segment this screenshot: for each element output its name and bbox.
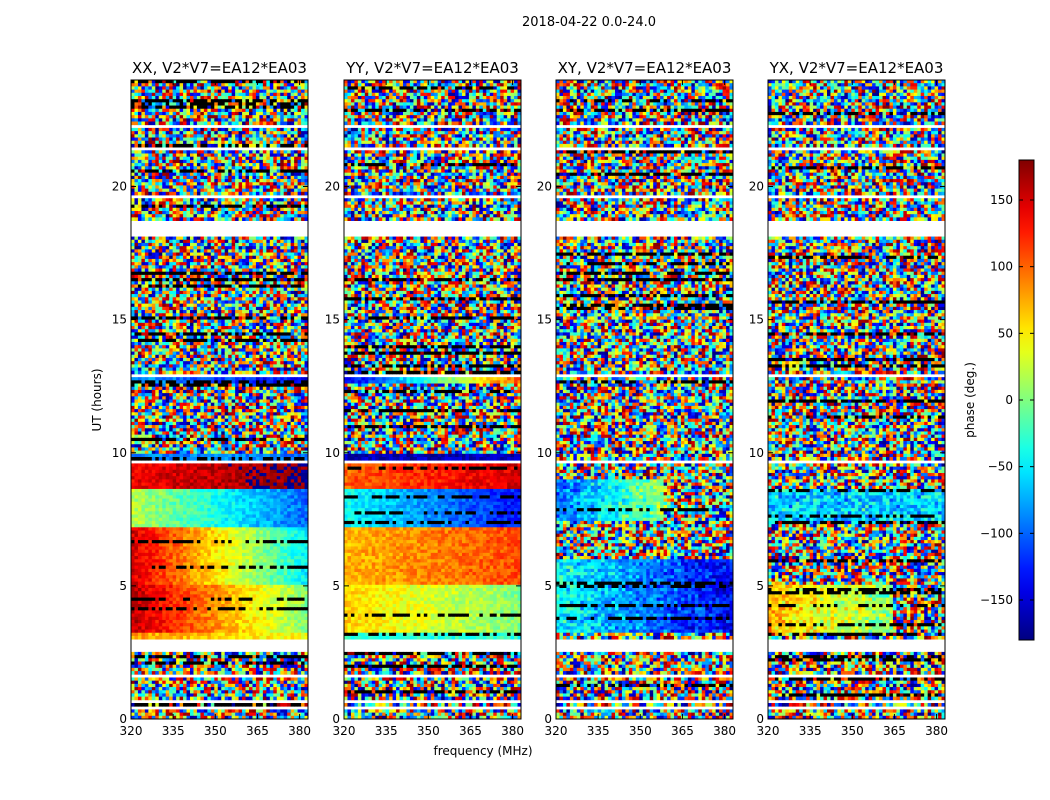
- x-tick-label: 335: [587, 724, 610, 738]
- x-tick-label: 365: [246, 724, 269, 738]
- y-tick-label: 20: [112, 180, 127, 194]
- y-tick-label: 10: [537, 446, 552, 460]
- y-tick-label: 15: [749, 313, 764, 327]
- figure: 2018-04-22 0.0-24.0 XX, V2*V7=EA12*EA03 3…: [0, 0, 1050, 800]
- x-tick-label: 380: [713, 724, 736, 738]
- panels: XX, V2*V7=EA12*EA03 320 335 350 365 380 0 5 10 15…: [112, 59, 948, 738]
- colorbar-tick-label: −50: [988, 460, 1013, 474]
- y-tick-label: 10: [749, 446, 764, 460]
- colorbar-tick-label: 150: [990, 193, 1013, 207]
- y-tick-label: 15: [537, 313, 552, 327]
- y-tick-label: 15: [112, 313, 127, 327]
- y-tick-label: 20: [325, 180, 340, 194]
- y-tick-label: 5: [332, 579, 340, 593]
- x-tick-label: 320: [545, 724, 568, 738]
- panel-title: YX, V2*V7=EA12*EA03: [769, 59, 944, 77]
- x-tick-label: 350: [417, 724, 440, 738]
- panel-xy: XY, V2*V7=EA12*EA03 320 335 350 365 380 0 5 10 15…: [537, 59, 736, 738]
- panel-title: XX, V2*V7=EA12*EA03: [132, 59, 307, 77]
- phase-image: [556, 80, 733, 719]
- x-tick-label: 350: [204, 724, 227, 738]
- y-tick-label: 0: [544, 712, 552, 726]
- colorbar-tick-label: −150: [980, 593, 1013, 607]
- y-tick-label: 5: [544, 579, 552, 593]
- x-tick-label: 365: [671, 724, 694, 738]
- panel-xx: XX, V2*V7=EA12*EA03 320 335 350 365 380 0 5 10 15…: [112, 59, 311, 738]
- panel-title: YY, V2*V7=EA12*EA03: [345, 59, 519, 77]
- colorbar-label: phase (deg.): [963, 362, 977, 438]
- phase-image: [131, 80, 308, 719]
- x-tick-label: 320: [333, 724, 356, 738]
- y-axis-label: UT (hours): [90, 368, 104, 431]
- x-tick-label: 320: [120, 724, 143, 738]
- x-tick-label: 335: [375, 724, 398, 738]
- x-tick-label: 365: [883, 724, 906, 738]
- x-tick-label: 380: [288, 724, 311, 738]
- colorbar: 150 100 50 0 −50 −100 −150: [980, 160, 1034, 640]
- colorbar-tick-label: −100: [980, 526, 1013, 540]
- y-tick-label: 0: [332, 712, 340, 726]
- phase-image: [344, 80, 521, 719]
- panel-yx: YX, V2*V7=EA12*EA03 320 335 350 365 380 0 5 10 15…: [749, 59, 948, 738]
- x-tick-label: 350: [629, 724, 652, 738]
- panel-yy: YY, V2*V7=EA12*EA03 320 335 350 365 380 0 5 10 15…: [325, 59, 524, 738]
- colorbar-tick-label: 100: [990, 260, 1013, 274]
- figure-suptitle: 2018-04-22 0.0-24.0: [522, 15, 656, 30]
- y-tick-label: 0: [119, 712, 127, 726]
- y-tick-label: 10: [325, 446, 340, 460]
- x-tick-label: 335: [162, 724, 185, 738]
- y-tick-label: 20: [537, 180, 552, 194]
- panel-title: XY, V2*V7=EA12*EA03: [558, 59, 732, 77]
- y-tick-label: 5: [119, 579, 127, 593]
- x-tick-label: 350: [841, 724, 864, 738]
- x-tick-label: 380: [501, 724, 524, 738]
- colorbar-tick-label: 0: [1005, 393, 1013, 407]
- x-tick-label: 335: [799, 724, 822, 738]
- x-tick-label: 365: [459, 724, 482, 738]
- x-tick-label: 320: [757, 724, 780, 738]
- y-tick-label: 10: [112, 446, 127, 460]
- x-axis-label: frequency (MHz): [433, 744, 532, 758]
- y-tick-label: 5: [756, 579, 764, 593]
- phase-image: [768, 80, 945, 719]
- y-tick-label: 20: [749, 180, 764, 194]
- y-tick-label: 15: [325, 313, 340, 327]
- colorbar-tick-label: 50: [998, 326, 1013, 340]
- y-tick-label: 0: [756, 712, 764, 726]
- x-tick-label: 380: [925, 724, 948, 738]
